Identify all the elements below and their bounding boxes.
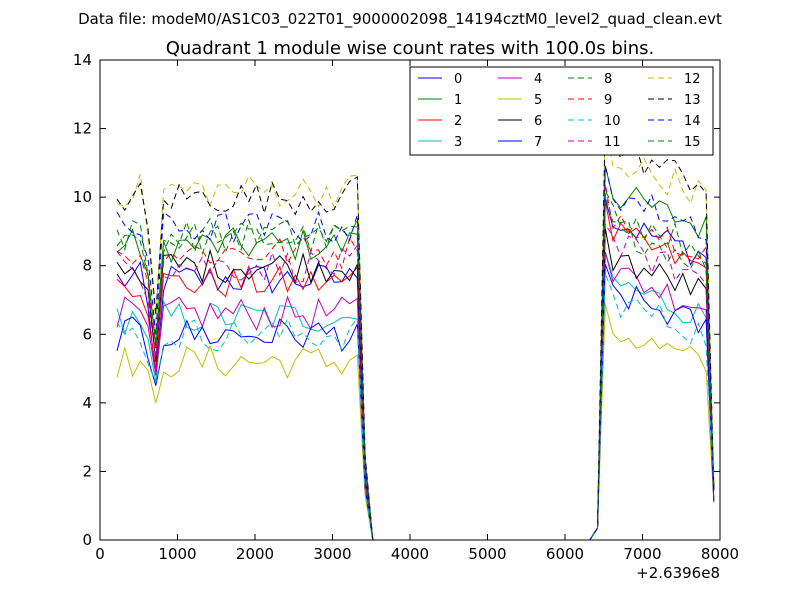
y-tick-label: 12: [73, 120, 92, 138]
series-line-10: [116, 273, 715, 540]
legend-label-6: 6: [534, 114, 542, 129]
x-tick-label: 0: [95, 545, 105, 563]
legend-label-10: 10: [604, 114, 621, 129]
legend-label-0: 0: [454, 72, 462, 87]
legend-label-5: 5: [534, 93, 542, 108]
legend-label-4: 4: [534, 72, 542, 87]
x-offset-label: +2.6396e8: [636, 564, 720, 582]
series-line-11: [116, 222, 715, 540]
y-tick-label: 2: [82, 462, 92, 480]
legend-label-15: 15: [684, 135, 701, 150]
y-tick-label: 10: [73, 188, 92, 206]
legend-label-13: 13: [684, 93, 701, 108]
series-line-2: [116, 201, 715, 540]
suptitle: Data file: modeM0/AS1C03_022T01_90000020…: [78, 10, 722, 29]
legend-label-12: 12: [684, 72, 701, 87]
x-tick-label: 6000: [546, 545, 584, 563]
x-tick-label: 2000: [236, 545, 274, 563]
legend-box: [409, 66, 714, 156]
legend-label-11: 11: [604, 135, 621, 150]
legend-label-7: 7: [534, 135, 542, 150]
legend-label-2: 2: [454, 114, 462, 129]
x-tick-label: 5000: [468, 545, 506, 563]
legend-label-1: 1: [454, 93, 462, 108]
series-line-5: [116, 303, 715, 540]
legend-label-3: 3: [454, 135, 462, 150]
legend-label-9: 9: [604, 93, 612, 108]
y-tick-label: 6: [82, 325, 92, 343]
x-tick-label: 4000: [391, 545, 429, 563]
series-line-6: [116, 228, 715, 540]
series-line-14: [116, 165, 715, 540]
x-tick-label: 7000: [623, 545, 661, 563]
series-line-9: [116, 184, 715, 540]
legend-label-8: 8: [604, 72, 612, 87]
x-tick-label: 8000: [701, 545, 739, 563]
series-line-8: [116, 193, 715, 540]
chart-title: Quadrant 1 module wise count rates with …: [166, 38, 655, 59]
y-tick-label: 0: [82, 531, 92, 549]
y-tick-label: 14: [73, 51, 92, 69]
x-tick-label: 3000: [313, 545, 351, 563]
ticks-layer: 0 1000 2000 3000 4000 5000 6000 7000 80000246810…: [73, 51, 739, 563]
y-tick-label: 8: [82, 257, 92, 275]
x-tick-label: 1000: [158, 545, 196, 563]
y-tick-label: 4: [82, 394, 92, 412]
series-line-7: [116, 264, 715, 540]
legend-label-14: 14: [684, 114, 701, 129]
series-line-4: [116, 252, 715, 540]
